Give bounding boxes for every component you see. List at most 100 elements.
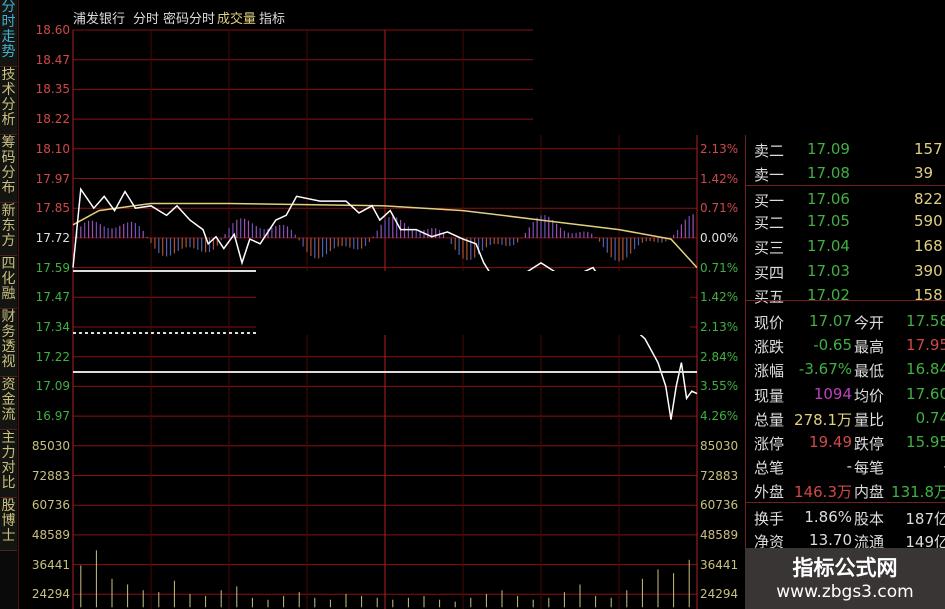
book-volume: 157 — [914, 140, 943, 158]
sidebar-tab[interactable]: 股博士 — [0, 499, 17, 551]
order-book-row: 买二 17.05 590 — [754, 212, 945, 234]
sidebar-tab[interactable]: 主力对比 — [0, 431, 17, 498]
stat-label: 总量 — [754, 411, 785, 429]
book-label: 卖二 — [754, 142, 785, 160]
stat-label: 涨停 — [754, 435, 785, 453]
order-book-row: 买一 17.06 822 — [754, 190, 945, 212]
sidebar-tab[interactable]: 筹码分布 — [0, 136, 17, 203]
sidebar-tab[interactable]: 新东方 — [0, 204, 17, 256]
sidebar-tab[interactable]: 分时走势 — [0, 0, 17, 67]
pct-tick: 0.00% — [700, 230, 739, 245]
book-label: 买二 — [754, 214, 785, 232]
price-tick: 18.60 — [35, 23, 70, 37]
book-label: 买三 — [754, 239, 785, 257]
volume-tick: 85030 — [31, 438, 70, 453]
volume-tick-right: 60736 — [700, 498, 739, 513]
pct-tick: 2.13% — [700, 320, 739, 334]
order-book-row: 卖二 17.09 157 — [754, 140, 945, 162]
tab-fenshi[interactable]: 分时 — [133, 12, 160, 27]
price-tick: 16.97 — [35, 409, 70, 424]
sidebar-tab[interactable]: 资金流 — [0, 378, 17, 430]
volume-tick: 36441 — [31, 557, 70, 572]
pct-tick: 0.71% — [700, 201, 739, 216]
stat-row: 外盘 146.3万 内盘 131.8万 — [754, 481, 945, 503]
book-price: 17.02 — [807, 286, 850, 304]
stat-label: 最高 — [854, 338, 885, 356]
stat-label: 最低 — [854, 362, 885, 380]
sidebar-tab[interactable]: 四化融 — [0, 257, 17, 309]
price-tick: 17.47 — [35, 290, 70, 305]
stat-label: 均价 — [854, 387, 885, 405]
stat-row: 涨幅 -3.67% 最低 16.84 — [754, 360, 945, 382]
stat-value: 1094 — [813, 385, 852, 403]
volume-tick: 60736 — [31, 498, 70, 513]
pct-tick: 1.42% — [700, 171, 739, 186]
volume-tick-right: 72883 — [700, 468, 739, 483]
sidebar-tab[interactable]: 技术分析 — [0, 68, 17, 135]
book-label: 卖一 — [754, 166, 785, 184]
stat-value: 17.95 — [906, 336, 945, 354]
book-price: 17.06 — [807, 190, 850, 208]
sidebar: 分时走势 技术分析 筹码分布 新东方 四化融 财务透视 资金流 主力对比 股博士 — [0, 0, 19, 609]
price-tick: 18.35 — [35, 82, 70, 97]
book-volume: 390 — [914, 262, 943, 280]
stat-value: 278.1万 — [794, 411, 852, 429]
stat-label: 外盘 — [754, 483, 785, 501]
stat-value: 131.8万 — [891, 483, 945, 501]
redacted-area — [533, 0, 945, 135]
stat-value: -3.67% — [798, 360, 852, 378]
book-label: 买五 — [754, 288, 785, 306]
stat-label: 涨幅 — [754, 362, 785, 380]
tab-indicator[interactable]: 指标 — [259, 12, 286, 27]
stat-row: 净资 13.70 流通 149亿 — [754, 531, 945, 553]
stat-value: 187亿 — [905, 510, 945, 528]
tab-mima-fenshi[interactable]: 密码分时 — [163, 12, 216, 27]
stat-label: 换手 — [754, 510, 785, 528]
stat-label: 流通 — [854, 533, 885, 551]
stat-label: 总笔 — [754, 459, 785, 477]
stat-value: 19.49 — [809, 433, 852, 451]
stat-value: 17.58 — [906, 312, 945, 330]
order-book-row: 买四 17.03 390 — [754, 262, 945, 284]
price-tick: 18.10 — [35, 141, 70, 156]
stat-value: 146.3万 — [794, 483, 852, 501]
watermark: 指标公式网 www.zbgs3.com — [745, 548, 945, 609]
book-volume: 39 — [914, 164, 934, 182]
stat-row: 换手 1.86% 股本 187亿 — [754, 508, 945, 530]
volume-tick: 72883 — [31, 468, 70, 483]
divider — [746, 502, 945, 503]
stat-label: 现价 — [754, 314, 785, 332]
stat-label: 量比 — [854, 411, 885, 429]
stat-label: 每笔 — [854, 459, 885, 477]
order-book-row: 卖一 17.08 39 — [754, 164, 945, 186]
volume-tick-right: 36441 — [700, 557, 739, 572]
tab-volume[interactable]: 成交量 — [217, 12, 257, 27]
book-label: 买一 — [754, 192, 785, 210]
pct-tick: 3.55% — [700, 379, 739, 394]
book-volume: 158 — [914, 286, 943, 304]
stat-label: 涨跌 — [754, 338, 785, 356]
stat-label: 股本 — [854, 510, 885, 528]
book-price: 17.04 — [807, 237, 850, 255]
divider — [746, 185, 945, 186]
pct-tick: 2.13% — [700, 141, 739, 156]
price-tick: 18.47 — [35, 52, 70, 67]
pct-tick: 2.84% — [700, 349, 739, 364]
price-tick: 17.59 — [35, 260, 70, 275]
stat-value: 16.84 — [906, 360, 945, 378]
pct-tick: 0.71% — [700, 260, 739, 275]
price-tick: 17.85 — [35, 201, 70, 216]
volume-tick-right: 24294 — [700, 587, 739, 602]
stat-label: 内盘 — [854, 483, 885, 501]
watermark-title: 指标公式网 — [792, 556, 898, 580]
book-price: 17.09 — [807, 140, 850, 158]
volume-tick: 48589 — [31, 527, 70, 542]
stat-value: 17.07 — [809, 312, 852, 330]
book-volume: 590 — [914, 212, 943, 230]
volume-tick: 24294 — [31, 587, 70, 602]
stat-value: 1.86% — [804, 508, 852, 526]
sidebar-tab[interactable]: 财务透视 — [0, 310, 17, 377]
book-label: 买四 — [754, 264, 785, 282]
price-tick: 17.72 — [35, 230, 70, 245]
stat-value: - — [846, 457, 852, 475]
